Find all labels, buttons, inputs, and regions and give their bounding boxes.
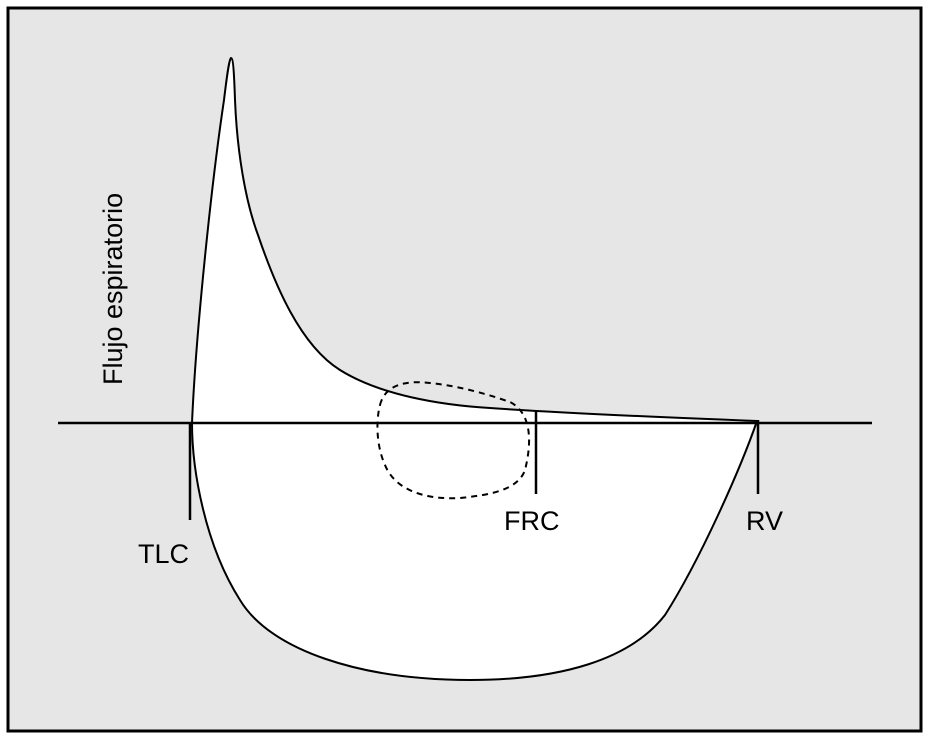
frc-label: FRC [504, 506, 560, 536]
rv-label: RV [746, 506, 783, 536]
tlc-label: TLC [138, 539, 189, 569]
tidal-breathing-loop [376, 381, 531, 500]
flow-volume-loop-curve [190, 56, 759, 682]
y-axis-label: Flujo espiratorio [98, 193, 128, 385]
